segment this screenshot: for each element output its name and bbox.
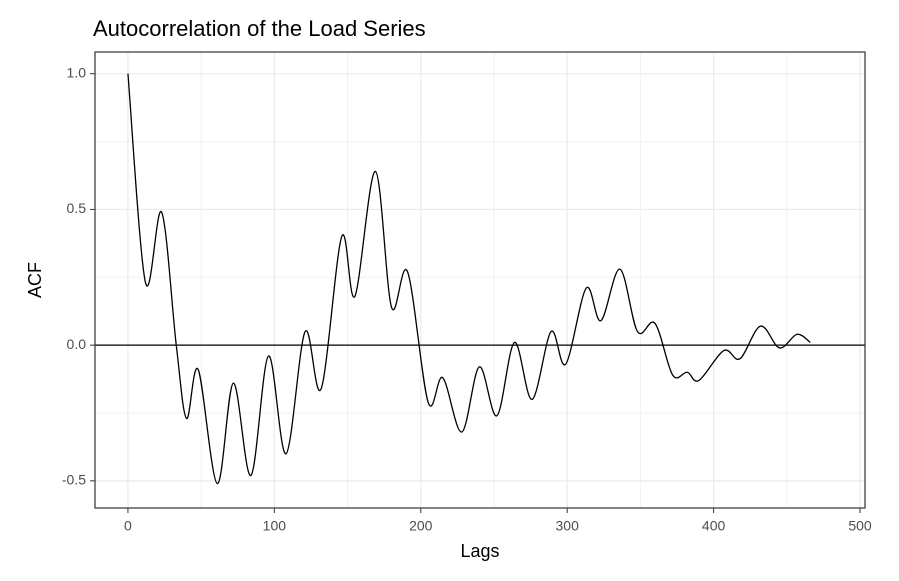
x-tick-label: 100 [263, 518, 287, 534]
x-tick-label: 200 [409, 518, 433, 534]
y-axis-title: ACF [25, 262, 45, 298]
x-tick-label: 400 [702, 518, 726, 534]
plot-border [94, 51, 866, 509]
plot-background [95, 52, 865, 508]
y-tick-label: 1.0 [67, 64, 87, 80]
x-tick-label: 0 [124, 518, 132, 534]
x-axis-title: Lags [460, 541, 499, 561]
chart-title: Autocorrelation of the Load Series [93, 16, 426, 41]
acf-line [127, 73, 811, 485]
y-tick-label: -0.5 [62, 472, 86, 488]
y-tick-label: 0.5 [67, 200, 87, 216]
x-tick-label: 500 [848, 518, 872, 534]
y-tick-label: 0.0 [67, 336, 87, 352]
x-tick-label: 300 [556, 518, 580, 534]
